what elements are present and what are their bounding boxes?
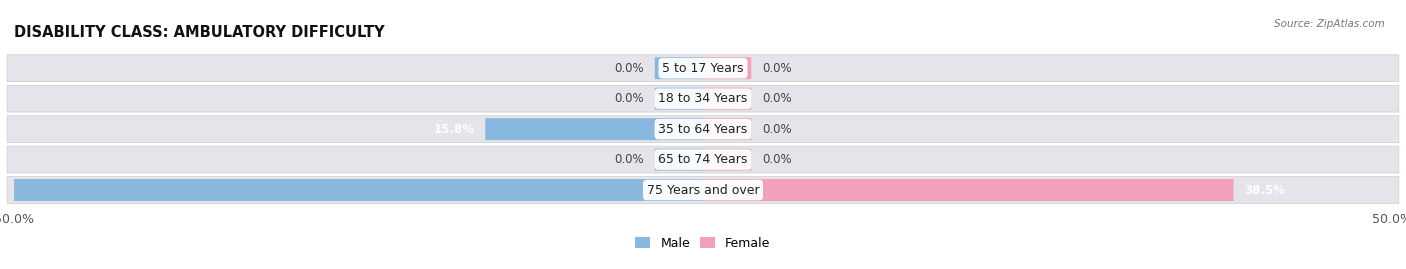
Text: 5 to 17 Years: 5 to 17 Years [662,62,744,75]
FancyBboxPatch shape [703,148,751,171]
Text: 0.0%: 0.0% [762,62,792,75]
FancyBboxPatch shape [703,179,1233,201]
Text: 0.0%: 0.0% [762,92,792,105]
Text: 0.0%: 0.0% [614,92,644,105]
Text: 18 to 34 Years: 18 to 34 Years [658,92,748,105]
Text: 0.0%: 0.0% [762,153,792,166]
Text: 38.5%: 38.5% [1244,183,1285,197]
Text: 0.0%: 0.0% [762,123,792,136]
Text: 50.0%: 50.0% [0,183,3,197]
FancyBboxPatch shape [703,57,751,79]
FancyBboxPatch shape [7,55,1399,82]
FancyBboxPatch shape [655,88,703,110]
Text: DISABILITY CLASS: AMBULATORY DIFFICULTY: DISABILITY CLASS: AMBULATORY DIFFICULTY [14,25,385,40]
Legend: Male, Female: Male, Female [630,232,776,255]
FancyBboxPatch shape [7,146,1399,173]
Text: 0.0%: 0.0% [614,62,644,75]
FancyBboxPatch shape [14,179,703,201]
Text: Source: ZipAtlas.com: Source: ZipAtlas.com [1274,19,1385,29]
Text: 65 to 74 Years: 65 to 74 Years [658,153,748,166]
Text: 35 to 64 Years: 35 to 64 Years [658,123,748,136]
FancyBboxPatch shape [655,148,703,171]
FancyBboxPatch shape [703,88,751,110]
FancyBboxPatch shape [703,118,751,140]
FancyBboxPatch shape [485,118,703,140]
Text: 15.8%: 15.8% [433,123,474,136]
FancyBboxPatch shape [7,116,1399,143]
FancyBboxPatch shape [7,85,1399,112]
Text: 0.0%: 0.0% [614,153,644,166]
FancyBboxPatch shape [655,57,703,79]
Text: 75 Years and over: 75 Years and over [647,183,759,197]
FancyBboxPatch shape [7,177,1399,203]
